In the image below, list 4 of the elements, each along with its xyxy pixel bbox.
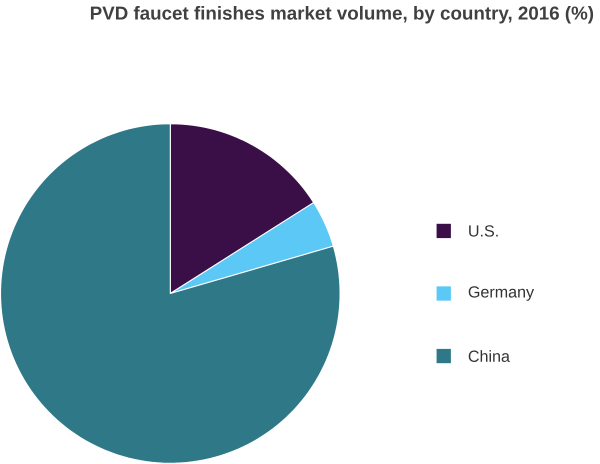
legend-label: U.S.: [469, 225, 498, 237]
legend-label: Germany: [468, 286, 534, 301]
legend-label: China: [468, 350, 510, 362]
chart-title: PVD faucet finishes market volume, by country, 2016 (%): [90, 6, 594, 24]
